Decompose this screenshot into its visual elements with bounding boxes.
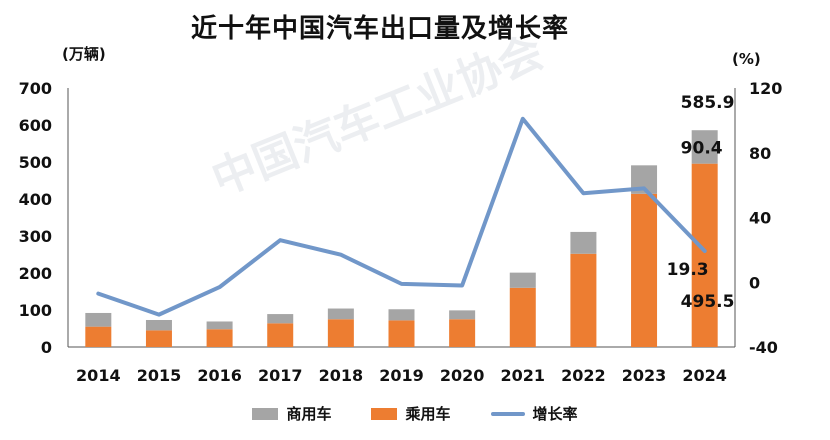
left-tick-label: 700: [19, 79, 52, 98]
bar-passenger: [388, 320, 415, 347]
bar-commercial: [206, 321, 233, 330]
x-tick-label: 2018: [319, 366, 364, 385]
chart-plot: 0 100 200 300 400 500 600 700 -40 0 40 80 120 2014 201…: [19, 79, 783, 385]
left-tick-label: 500: [19, 153, 52, 172]
x-tick-label: 2016: [197, 366, 242, 385]
left-tick-label: 600: [19, 116, 52, 135]
bar-commercial: [327, 308, 354, 320]
right-tick-label: 120: [749, 79, 782, 98]
x-tick-label: 2015: [137, 366, 182, 385]
bar-passenger: [145, 330, 172, 347]
bar-passenger: [691, 163, 718, 347]
data-label-commercial-2024: 90.4: [681, 139, 723, 159]
legend-item-commercial: 商用车: [252, 403, 331, 424]
bar-passenger: [449, 319, 476, 347]
bar-commercial: [85, 312, 112, 327]
bar-commercial: [449, 310, 476, 320]
bar-commercial: [267, 314, 294, 324]
right-tick-label: 0: [749, 273, 760, 292]
bar-commercial: [145, 319, 172, 331]
x-tick-label: 2024: [682, 366, 727, 385]
right-axis-unit: (%): [732, 50, 761, 68]
right-tick-label: -40: [749, 338, 778, 357]
left-axis-unit: (万辆): [62, 45, 106, 63]
bar-passenger: [85, 326, 112, 347]
data-label-total-2024: 585.9: [681, 93, 735, 113]
bar-passenger: [509, 287, 536, 347]
x-tick-label: 2020: [440, 366, 485, 385]
bar-commercial: [570, 231, 597, 254]
legend-label-growth: 增长率: [532, 405, 578, 423]
x-tick-label: 2023: [622, 366, 667, 385]
legend: 商用车 乘用车 增长率: [0, 403, 830, 424]
right-tick-label: 80: [749, 144, 771, 163]
right-tick-label: 40: [749, 209, 771, 228]
legend-item-growth: 增长率: [490, 403, 578, 424]
legend-label-passenger: 乘用车: [405, 405, 451, 423]
left-tick-label: 200: [19, 264, 52, 283]
bar-commercial: [691, 130, 718, 164]
bar-passenger: [267, 323, 294, 347]
left-tick-label: 0: [41, 338, 52, 357]
bar-passenger: [570, 253, 597, 347]
legend-label-commercial: 商用车: [286, 405, 332, 423]
x-tick-label: 2022: [561, 366, 606, 385]
bar-passenger: [631, 193, 658, 347]
chart-title: 近十年中国汽车出口量及增长率: [190, 14, 569, 44]
x-tick-label: 2014: [76, 366, 121, 385]
left-tick-label: 400: [19, 190, 52, 209]
x-tick-label: 2021: [501, 366, 546, 385]
bar-commercial: [509, 272, 536, 288]
bar-commercial: [388, 309, 415, 321]
bar-passenger: [327, 319, 354, 347]
growth-line: [96, 116, 707, 317]
x-tick-label: 2019: [379, 366, 424, 385]
legend-swatch-passenger: [371, 407, 398, 420]
data-label-passenger-2024: 495.5: [681, 292, 735, 312]
legend-swatch-commercial: [252, 407, 279, 420]
left-tick-label: 300: [19, 227, 52, 246]
x-tick-label: 2017: [258, 366, 303, 385]
bar-passenger: [206, 329, 233, 347]
data-label-growth-2024: 19.3: [667, 260, 709, 280]
legend-item-passenger: 乘用车: [371, 403, 451, 424]
left-tick-label: 100: [19, 301, 52, 320]
legend-swatch-growth: [490, 411, 525, 416]
